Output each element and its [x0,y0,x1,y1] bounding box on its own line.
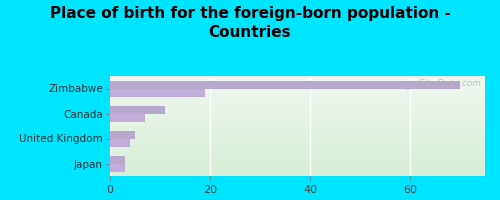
Bar [110,138,130,146]
Bar [110,130,135,138]
Bar [110,106,165,114]
Bar [110,156,125,164]
Bar [110,80,460,88]
Bar [110,164,125,171]
Bar [110,88,205,97]
Text: City-Data.com: City-Data.com [417,79,481,88]
Bar [110,114,145,121]
Text: Place of birth for the foreign-born population -
Countries: Place of birth for the foreign-born popu… [50,6,450,40]
Text: ⓘ: ⓘ [404,79,410,89]
